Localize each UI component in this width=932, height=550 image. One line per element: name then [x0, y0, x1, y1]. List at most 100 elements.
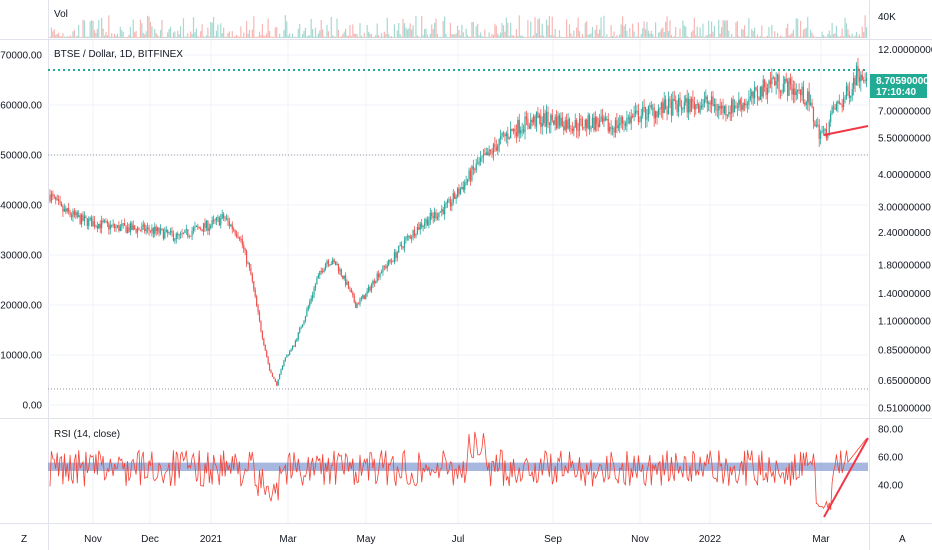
volume-bar — [766, 35, 769, 38]
candle-body — [755, 87, 757, 90]
candle-body — [96, 225, 98, 229]
volume-bar — [49, 36, 51, 38]
volume-bar — [258, 31, 261, 38]
candle-body — [172, 233, 175, 241]
volume-bar — [794, 36, 796, 38]
volume-bar — [808, 36, 810, 38]
candle-body — [205, 220, 208, 228]
candle-body — [402, 246, 404, 249]
candle-body — [461, 187, 463, 189]
volume-bar — [419, 36, 421, 38]
volume-bar — [729, 36, 731, 38]
right-tick-label: 1.10000000 — [878, 316, 931, 327]
candle-body — [647, 106, 650, 118]
candle-body — [266, 350, 268, 357]
volume-bar — [363, 32, 365, 38]
candle-body — [781, 91, 783, 93]
candle-body — [187, 229, 189, 237]
candle-body — [310, 298, 312, 302]
candle-body — [283, 360, 285, 366]
candle-body — [197, 225, 199, 228]
volume-bar — [815, 36, 817, 38]
candle-body — [134, 225, 136, 229]
auto-scale-button[interactable]: A — [899, 534, 906, 545]
volume-bar — [514, 36, 516, 38]
candle-body — [79, 215, 81, 224]
volume-bar — [115, 35, 117, 38]
volume-bar — [693, 17, 695, 38]
volume-bar — [421, 15, 423, 38]
volume-bar — [329, 36, 331, 38]
candle-body — [550, 114, 552, 126]
volume-bar — [256, 36, 258, 38]
candle-body — [60, 203, 63, 207]
candle-body — [132, 225, 134, 230]
volume-bar — [825, 36, 827, 38]
volume-bar — [280, 36, 282, 38]
volume-bar — [741, 28, 743, 38]
candle-body — [148, 227, 150, 231]
volume-bar — [560, 36, 562, 38]
candle-body — [313, 288, 315, 295]
candle-body — [591, 117, 594, 128]
volume-bar — [438, 36, 440, 38]
candle-body — [448, 199, 450, 201]
volume-bar — [501, 23, 503, 38]
volume-bar — [108, 15, 110, 39]
volume-bar — [630, 36, 632, 38]
candle-body — [548, 122, 551, 126]
volume-bar — [167, 32, 169, 38]
candle-body — [182, 233, 185, 234]
volume-bar — [673, 36, 675, 38]
volume-bar — [771, 24, 773, 38]
volume-bar — [88, 36, 90, 38]
candle-body — [201, 229, 203, 232]
candle-body — [543, 113, 545, 123]
candle-body — [742, 102, 744, 110]
candle-body — [337, 263, 340, 272]
candle-body — [600, 116, 602, 121]
volume-bar — [53, 29, 55, 38]
volume-bar — [557, 36, 559, 38]
volume-bar — [92, 20, 94, 38]
candle-body — [692, 98, 694, 102]
candle-body — [329, 264, 331, 266]
volume-bar — [372, 36, 374, 38]
candle-body — [663, 99, 665, 113]
candle-body — [422, 225, 424, 227]
candle-body — [507, 133, 509, 139]
candle-body — [398, 245, 400, 253]
zoom-button-label[interactable]: Z — [21, 534, 27, 545]
candle-body — [789, 78, 792, 85]
candle-body — [752, 91, 754, 99]
volume-bar — [613, 31, 615, 38]
zoom-button[interactable]: Z — [21, 534, 27, 545]
candle-body — [478, 161, 480, 165]
candle-body — [149, 230, 152, 232]
trend-drawings[interactable] — [823, 125, 869, 518]
volume-bar — [722, 19, 724, 38]
candle-body — [195, 225, 197, 227]
volume-bar — [85, 36, 87, 38]
auto-scale-button-label[interactable]: A — [899, 534, 906, 545]
volume-bar — [805, 27, 807, 38]
candle-body — [467, 179, 469, 182]
candle-body — [774, 77, 776, 86]
volume-bar — [350, 36, 352, 38]
volume-bar — [237, 36, 239, 38]
volume-bar — [218, 36, 220, 38]
volume-bar — [396, 30, 398, 38]
volume-bar — [68, 36, 70, 38]
volume-bar — [721, 27, 723, 38]
candle-body — [521, 129, 523, 131]
candle-body — [508, 138, 510, 140]
volume-bar — [270, 36, 272, 38]
candle-body — [65, 208, 67, 212]
rsi-trend-line — [823, 437, 869, 518]
volume-bar — [680, 36, 683, 38]
volume-bar — [125, 36, 127, 38]
volume-bar — [50, 27, 53, 38]
candle-body — [772, 77, 774, 79]
candle-body — [554, 116, 556, 125]
